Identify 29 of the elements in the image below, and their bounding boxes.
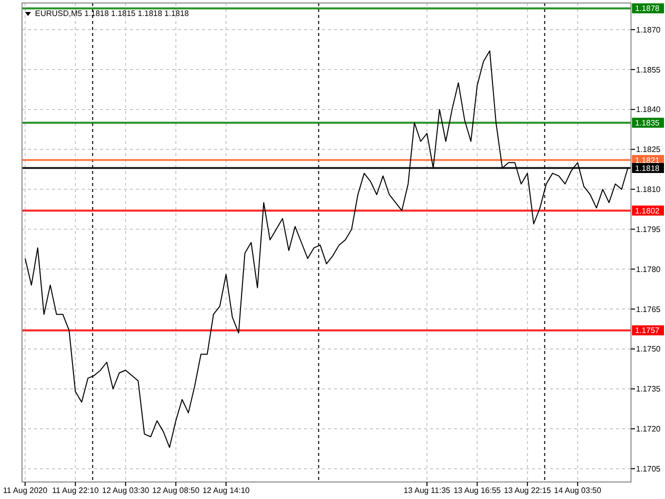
ref-line-label: 1.1821: [635, 156, 660, 165]
ref-line-label: 1.1835: [635, 118, 660, 128]
y-tick-label: 1.1795: [636, 224, 662, 234]
x-tick-label: 13 Aug 16:55: [454, 486, 502, 495]
ref-line-label: 1.1802: [635, 206, 660, 216]
x-tick-label: 12 Aug 08:50: [152, 486, 200, 495]
y-tick-label: 1.1870: [636, 25, 662, 34]
y-tick-label: 1.1765: [636, 304, 662, 314]
ref-line-label: 1.1757: [635, 326, 660, 336]
ref-line-label: 1.1878: [635, 4, 660, 14]
y-tick-label: 1.1750: [636, 344, 662, 354]
x-tick-label: 11 Aug 22:10: [52, 486, 100, 495]
x-tick-label: 14 Aug 03:50: [554, 486, 602, 495]
y-tick-label: 1.1720: [636, 424, 662, 434]
x-tick-label: 12 Aug 03:30: [102, 486, 150, 495]
y-tick-label: 1.1855: [636, 65, 662, 74]
y-tick-label: 1.1825: [636, 145, 662, 154]
y-tick-label: 1.1810: [636, 185, 662, 194]
y-tick-label: 1.1705: [636, 464, 662, 474]
text: EURUSD,M5 1.1818 1.1815 1.1818 1.1818: [35, 9, 190, 18]
x-tick-label: 13 Aug 22:15: [504, 486, 552, 495]
line-series: [24, 50, 628, 448]
y-tick-label: 1.1735: [636, 384, 662, 394]
y-tick-label: 1.1840: [636, 105, 662, 114]
x-tick-label: 12 Aug 14:10: [202, 486, 250, 495]
x-tick-label: 13 Aug 11:35: [404, 486, 451, 495]
y-tick-label: 1.1780: [636, 264, 662, 274]
x-tick-label: 11 Aug 2020: [2, 486, 48, 495]
ref-line-label: 1.1818: [635, 164, 660, 173]
